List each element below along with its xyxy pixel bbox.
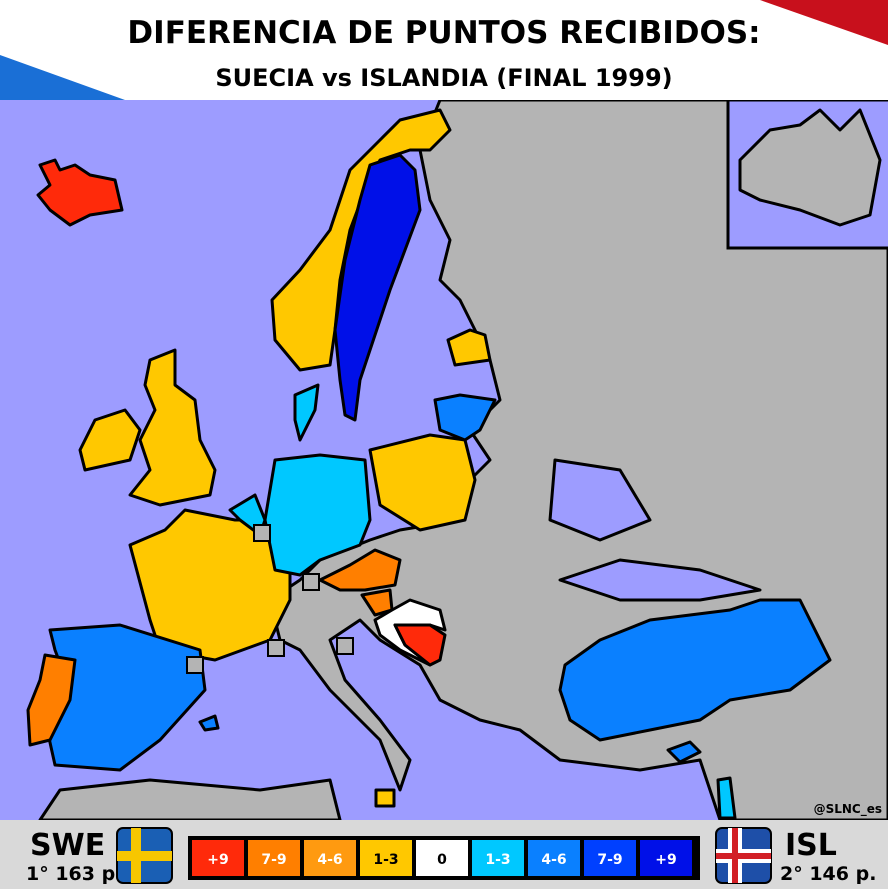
right-code: ISL bbox=[785, 828, 837, 863]
black-sea bbox=[548, 458, 652, 542]
legend-swatch bbox=[584, 840, 636, 876]
left-code: SWE bbox=[30, 828, 105, 863]
legend-swatch bbox=[416, 840, 468, 876]
microstate bbox=[267, 639, 285, 657]
microstate bbox=[302, 573, 320, 591]
austria bbox=[318, 548, 402, 592]
legend-swatch bbox=[248, 840, 300, 876]
legend-label: +9 bbox=[655, 852, 676, 868]
black-sea bbox=[558, 558, 762, 602]
poland bbox=[368, 433, 477, 532]
legend-swatch bbox=[192, 840, 244, 876]
iceland bbox=[36, 158, 124, 227]
germany bbox=[263, 453, 372, 577]
israel bbox=[716, 776, 737, 820]
flag-sweden bbox=[116, 827, 173, 884]
title: DIFERENCIA DE PUNTOS RECIBIDOS: bbox=[127, 15, 760, 51]
portugal bbox=[26, 653, 77, 747]
balearic bbox=[198, 714, 220, 732]
legend-swatch bbox=[640, 840, 692, 876]
legend-swatch bbox=[528, 840, 580, 876]
legend-label: +9 bbox=[207, 852, 228, 868]
left-result: 1° 163 p. bbox=[26, 863, 122, 885]
legend-label: 7-9 bbox=[261, 852, 286, 868]
subtitle: SUECIA vs ISLANDIA (FINAL 1999) bbox=[215, 64, 672, 92]
decor bbox=[0, 55, 125, 100]
malta bbox=[374, 788, 396, 808]
ireland bbox=[78, 408, 142, 472]
decor bbox=[760, 0, 888, 45]
legend: +9 7-9 4-6 1-3 0 1-3 4-6 7-9 +9 bbox=[192, 840, 692, 876]
credit: @SLNC_es bbox=[814, 802, 882, 817]
right-result: 2° 146 p. bbox=[780, 863, 876, 885]
legend-swatch bbox=[304, 840, 356, 876]
sweden bbox=[333, 153, 422, 422]
australia bbox=[738, 108, 882, 227]
legend-label: 7-9 bbox=[597, 852, 622, 868]
legend-label: 4-6 bbox=[317, 852, 342, 868]
microstate bbox=[186, 656, 204, 674]
header-bg bbox=[0, 0, 888, 100]
microstate bbox=[336, 637, 354, 655]
norway bbox=[270, 108, 452, 372]
lithuania bbox=[433, 393, 497, 442]
uk bbox=[128, 348, 217, 507]
cyprus bbox=[666, 740, 702, 764]
bosnia bbox=[393, 623, 447, 667]
flag-iceland bbox=[715, 827, 772, 884]
turkey bbox=[558, 598, 832, 742]
estonia bbox=[446, 328, 492, 367]
legend-label: 1-3 bbox=[485, 852, 510, 868]
denmark bbox=[293, 383, 320, 442]
land bbox=[38, 778, 342, 822]
microstate bbox=[253, 524, 271, 542]
legend-label: 4-6 bbox=[541, 852, 566, 868]
map bbox=[26, 98, 888, 822]
legend-label: 1-3 bbox=[373, 852, 398, 868]
legend-label: 0 bbox=[437, 852, 447, 868]
legend-swatch bbox=[472, 840, 524, 876]
legend-swatch bbox=[360, 840, 412, 876]
